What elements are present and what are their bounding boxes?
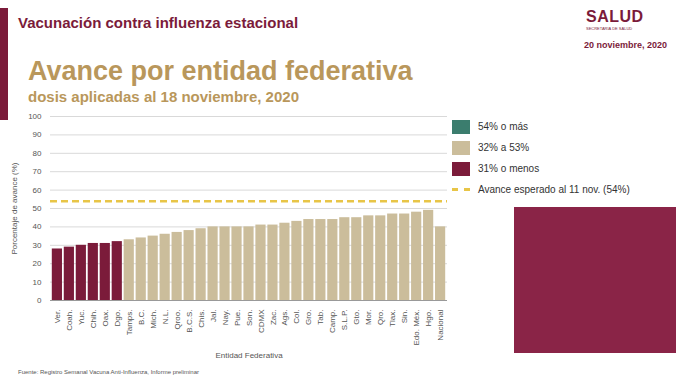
svg-text:60: 60 (33, 186, 42, 195)
svg-text:30: 30 (33, 241, 42, 250)
svg-text:Nay.: Nay. (221, 310, 230, 326)
svg-text:Hgo.: Hgo. (424, 310, 433, 327)
svg-text:Ags.: Ags. (280, 310, 289, 326)
svg-text:Qroo.: Qroo. (173, 310, 182, 330)
svg-text:90: 90 (33, 130, 42, 139)
svg-text:Edo. Méx.: Edo. Méx. (412, 310, 421, 346)
svg-text:B.C.S.: B.C.S. (185, 310, 194, 333)
svg-text:70: 70 (33, 167, 42, 176)
svg-text:Mor.: Mor. (364, 310, 373, 326)
svg-text:Coah.: Coah. (65, 310, 74, 331)
svg-text:Son.: Son. (245, 310, 254, 326)
svg-text:Camp.: Camp. (328, 310, 337, 334)
svg-text:CDMX: CDMX (257, 309, 266, 333)
svg-text:20: 20 (33, 259, 42, 268)
svg-text:Gto.: Gto. (352, 310, 361, 325)
svg-text:Oax.: Oax. (101, 310, 110, 327)
html-text:32% a 53%: 32% a 53% (478, 142, 530, 153)
svg-text:10: 10 (33, 278, 42, 287)
svg-text:Gro.: Gro. (304, 310, 313, 326)
svg-text:Sin.: Sin. (400, 310, 409, 324)
svg-text:Chih.: Chih. (89, 310, 98, 329)
html-text:Fuente: Registro Semanal Vacun: Fuente: Registro Semanal Vacuna Anti-Inf… (18, 369, 199, 375)
svg-text:Zac.: Zac. (269, 310, 278, 326)
svg-text:Yuc.: Yuc. (77, 310, 86, 326)
html-text:Avance esperado al 11 nov. (54: Avance esperado al 11 nov. (54%) (478, 184, 630, 195)
svg-text:Entidad Federativa: Entidad Federativa (215, 351, 283, 360)
svg-text:Dgo.: Dgo. (113, 310, 122, 327)
svg-text:100: 100 (28, 112, 42, 121)
html-text:31% o menos: 31% o menos (478, 163, 540, 174)
html-text:SALUD: SALUD (586, 8, 644, 25)
svg-text:50: 50 (33, 204, 42, 213)
html-text:54% o más: 54% o más (478, 121, 528, 132)
svg-text:Tab.: Tab. (316, 310, 325, 325)
svg-text:Jal.: Jal. (209, 310, 218, 322)
svg-text:N.L.: N.L. (161, 310, 170, 325)
svg-text:Mich.: Mich. (149, 310, 158, 329)
svg-text:B.C.: B.C. (137, 310, 146, 326)
svg-text:Col.: Col. (292, 310, 301, 324)
svg-text:Nacional: Nacional (436, 309, 445, 340)
html-text:Avance por entidad federativa: Avance por entidad federativa (28, 56, 413, 86)
svg-text:S.L.P.: S.L.P. (340, 310, 349, 331)
svg-text:40: 40 (33, 222, 42, 231)
svg-text:Porcentaje de avance (%): Porcentaje de avance (%) (10, 162, 19, 254)
svg-text:80: 80 (33, 149, 42, 158)
svg-text:Qro.: Qro. (376, 310, 385, 326)
html-text:Vacunación contra influenza es: Vacunación contra influenza estacional (18, 14, 299, 31)
svg-text:Tlax.: Tlax. (388, 310, 397, 327)
svg-text:Chis.: Chis. (197, 310, 206, 328)
svg-text:Ver.: Ver. (53, 310, 62, 324)
svg-text:0: 0 (37, 296, 42, 305)
svg-text:Tamps.: Tamps. (125, 310, 134, 336)
svg-text:Pue.: Pue. (233, 310, 242, 326)
html-text:20 noviembre, 2020: 20 noviembre, 2020 (583, 40, 667, 50)
html-text:dosis aplicadas al 18 noviembr: dosis aplicadas al 18 noviembre, 2020 (28, 88, 299, 105)
html-text:SECRETARÍA DE SALUD: SECRETARÍA DE SALUD (586, 26, 633, 31)
